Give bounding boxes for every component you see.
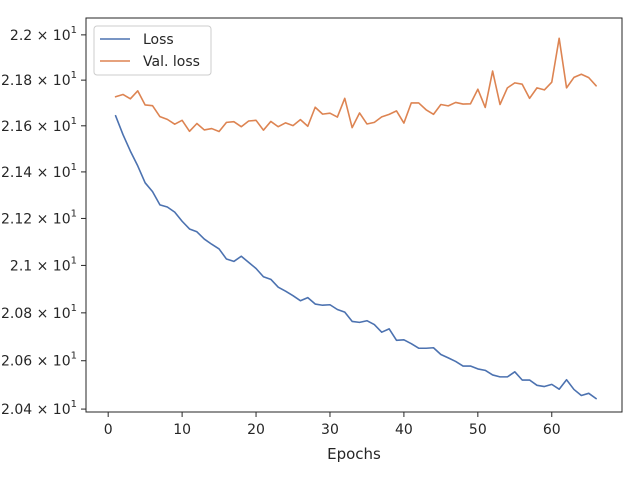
series-layer [114, 37, 597, 400]
x-tick-label: 10 [173, 422, 191, 438]
x-tick-label: 30 [321, 422, 339, 438]
y-tick-label: 2.2 × 101 [10, 25, 77, 44]
y-tick-label: 2.04 × 101 [1, 399, 77, 418]
legend-label-val-loss: Val. loss [143, 54, 200, 70]
x-tick-label: 40 [395, 422, 413, 438]
x-axis-title: Epochs [327, 445, 381, 463]
y-tick-label: 2.08 × 101 [1, 303, 77, 322]
y-tick-label: 2.1 × 101 [10, 255, 77, 274]
plot-frame [85, 17, 623, 413]
y-axis-ticks: 2.04 × 101 2.06 × 101 2.08 × 101 2.1 × 101 2… [1, 25, 86, 418]
y-tick-label: 2.12 × 101 [1, 208, 77, 227]
legend: Loss Val. loss [93, 25, 212, 76]
legend-label-loss: Loss [143, 32, 174, 48]
x-tick-label: 0 [104, 422, 113, 438]
series-line-loss [114, 114, 597, 400]
series-line-val-loss [114, 37, 597, 133]
x-tick-label: 60 [543, 422, 561, 438]
y-tick-label: 2.18 × 101 [1, 70, 77, 89]
y-tick-label: 2.06 × 101 [1, 351, 77, 370]
x-axis-ticks: 0 10 20 30 40 50 60 [104, 412, 561, 438]
x-tick-label: 50 [469, 422, 487, 438]
y-tick-label: 2.16 × 101 [1, 116, 77, 135]
x-tick-label: 20 [247, 422, 265, 438]
y-tick-label: 2.14 × 101 [1, 162, 77, 181]
